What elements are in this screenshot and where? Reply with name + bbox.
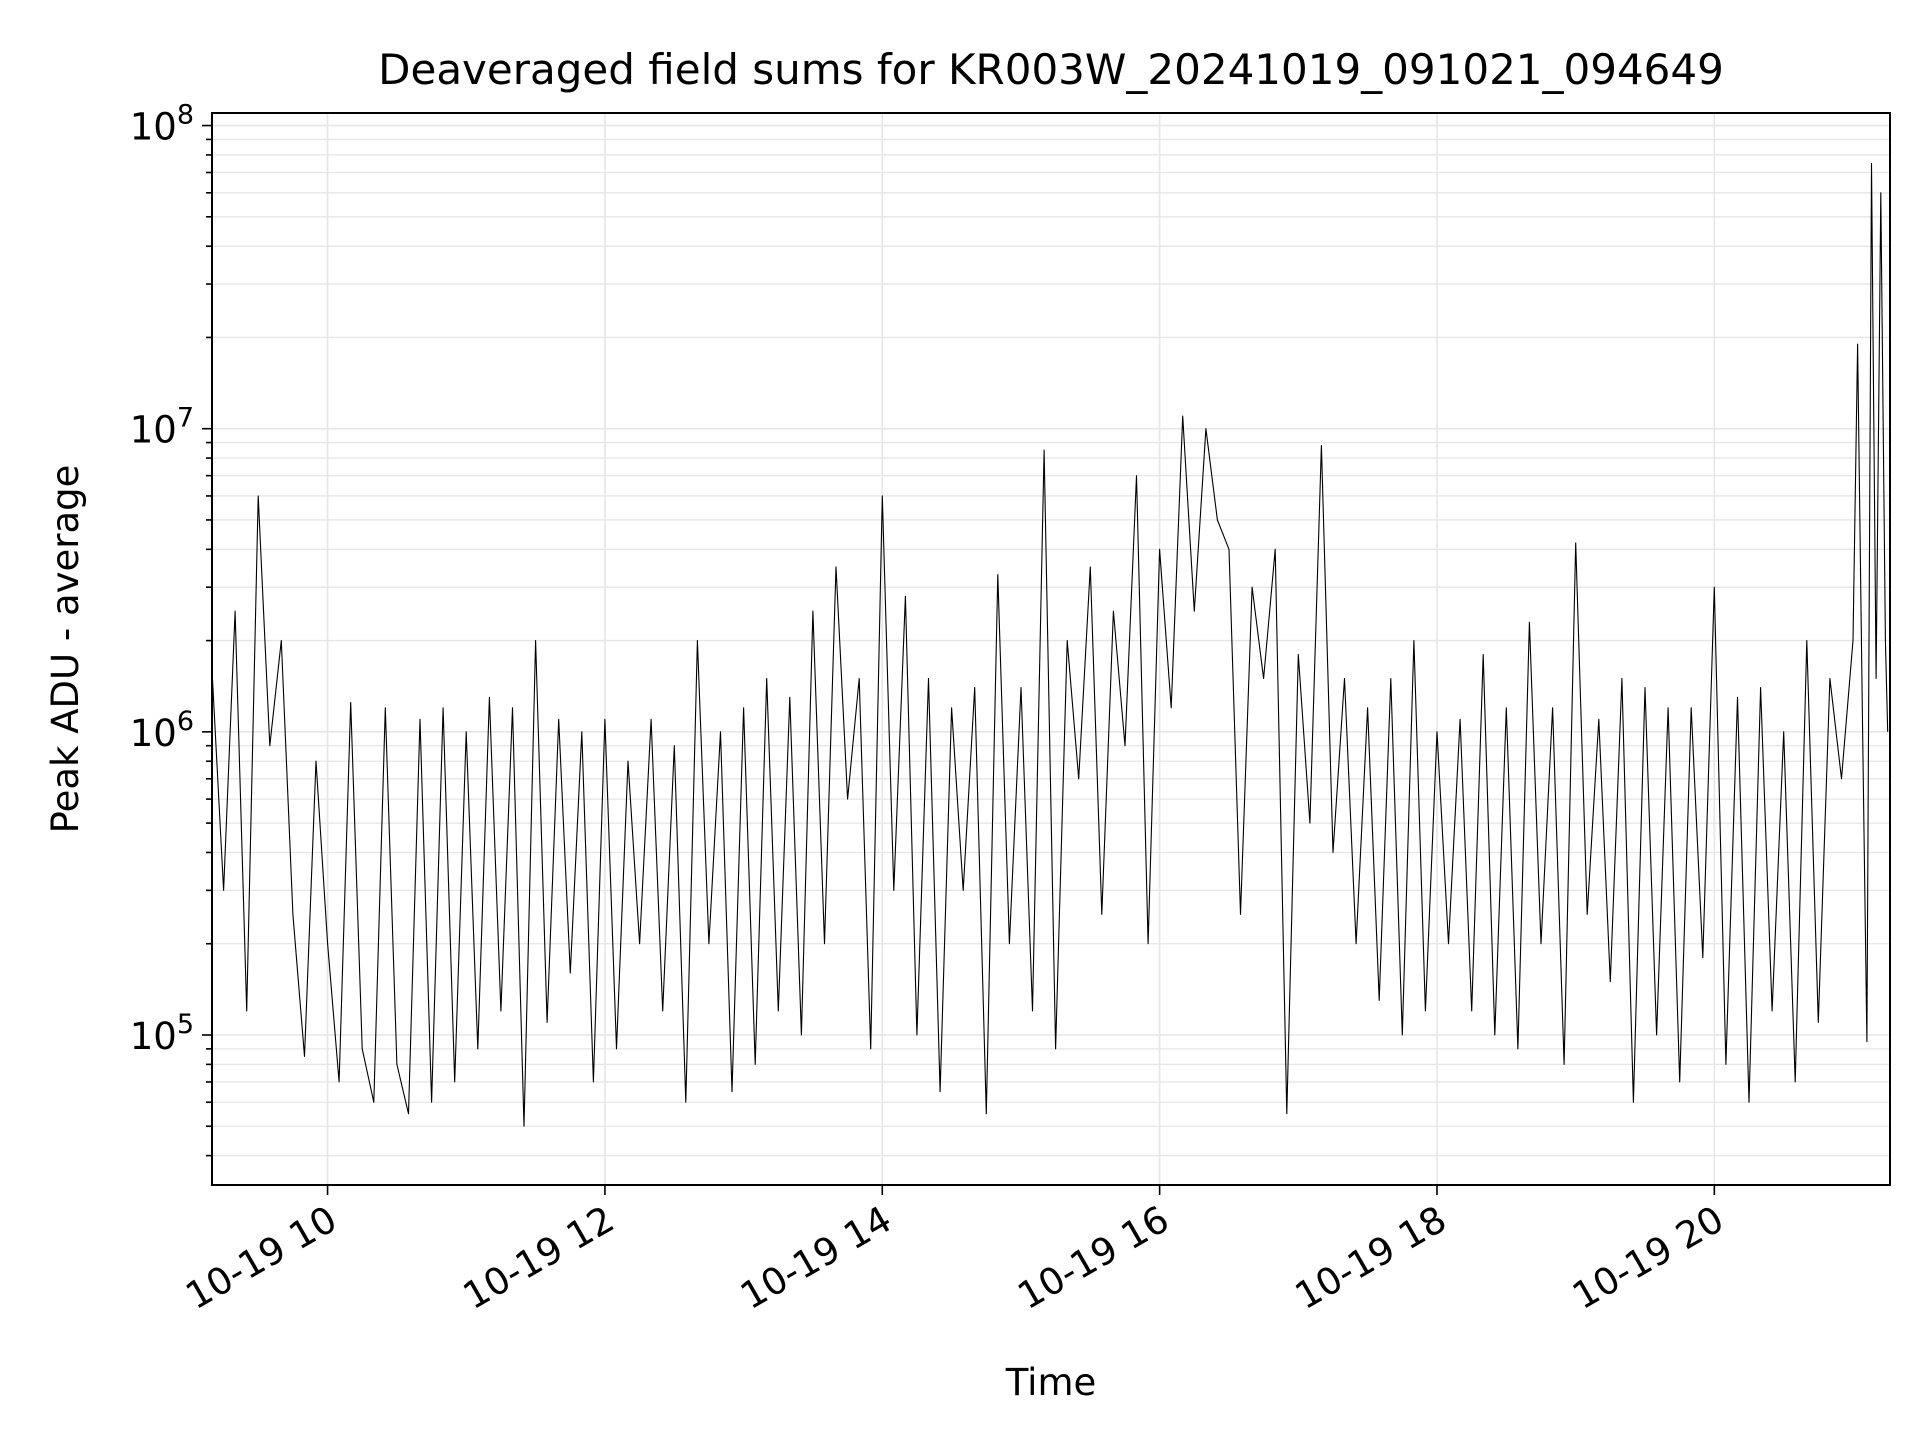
- x-tick-label: 10-19 16: [1011, 1198, 1177, 1318]
- grid-lines: [212, 113, 1890, 1185]
- x-tick-label: 10-19 20: [1565, 1198, 1731, 1318]
- y-axis-ticks: 105 106 107 108: [130, 100, 212, 1157]
- x-axis-label: Time: [1005, 1361, 1097, 1404]
- x-tick-label: 10-19 18: [1288, 1198, 1454, 1318]
- x-tick-label: 10-19 14: [733, 1198, 899, 1318]
- chart-title: Deaveraged field sums for KR003W_2024101…: [378, 45, 1724, 94]
- x-tick-label: 10-19 12: [456, 1198, 622, 1318]
- x-tick-label: 10-19 10: [178, 1198, 344, 1318]
- y-tick-label: 105: [130, 1009, 194, 1058]
- plot-frame: [211, 112, 1891, 1186]
- y-tick-label: 107: [130, 403, 194, 452]
- y-axis-label: Peak ADU - average: [44, 465, 87, 834]
- y-tick-label: 106: [130, 706, 194, 755]
- x-axis-ticks: 10-19 10 10-19 12 10-19 14 10-19 16 10-19 18…: [178, 1185, 1731, 1318]
- series-line: [211, 162, 1889, 1127]
- y-tick-label: 108: [130, 100, 194, 149]
